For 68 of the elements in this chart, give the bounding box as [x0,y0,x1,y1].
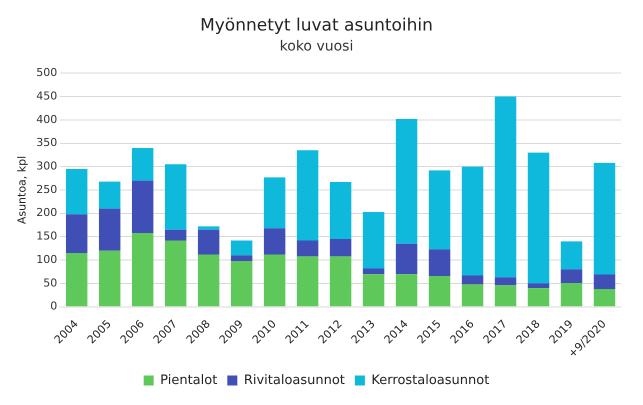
bar [98,250,120,306]
y-tick-label: 500 [36,66,58,80]
bar [66,214,88,254]
bar [66,168,88,214]
bar [462,275,484,284]
bar [330,239,352,256]
y-tick-label: 300 [36,159,58,172]
y-tick-label: 450 [36,89,58,102]
y-tick-label: 100 [36,252,58,266]
bar [198,254,220,306]
legend-label: Kerrostaloasunnot [371,372,490,388]
bar [428,249,450,276]
bar [164,164,186,230]
bar [230,261,252,306]
bar [528,152,550,284]
bar [594,289,616,306]
bar [428,170,450,250]
bar [560,282,582,306]
bar [164,230,186,240]
bar [362,268,384,274]
bar [98,208,120,251]
y-tick-label: 400 [36,112,58,126]
bar [230,240,252,256]
legend-label: Rivitaloasunnot [244,372,345,388]
bar [296,256,318,306]
bar [164,240,186,306]
y-axis-title: Asuntoa, kpl [15,156,28,224]
bar [264,177,286,228]
bar [494,96,516,278]
bar [594,162,616,275]
bar [132,148,154,181]
bar [462,166,484,276]
bar [198,230,220,254]
y-tick-label: 150 [36,230,58,243]
chart-title: Myönnetyt luvat asuntoihin [200,16,433,36]
y-tick-label: 350 [36,136,58,150]
bar [528,283,550,288]
y-tick-label: 250 [36,182,58,196]
bar [362,274,384,306]
bar [362,212,384,268]
bar [66,253,88,306]
bar [428,276,450,306]
bar [560,269,582,283]
bar [230,255,252,261]
chart-subtitle: koko vuosi [280,38,354,54]
bar [560,241,582,270]
bar [296,150,318,240]
bar [396,118,418,244]
bar [330,182,352,240]
y-tick-label: 50 [43,276,58,290]
bar [528,288,550,306]
bar [198,226,220,230]
bar [494,277,516,286]
bar [594,274,616,290]
y-tick-label: 200 [36,206,58,220]
bar [396,244,418,274]
legend-label: Pientalot [160,372,218,388]
bar [132,232,154,306]
bar [132,180,154,233]
bar [494,285,516,306]
bar [98,182,120,209]
bar [296,240,318,256]
bar [396,274,418,306]
bar [264,228,286,254]
bar [264,254,286,306]
y-tick-label: 0 [50,300,58,313]
bar [462,284,484,306]
bar [330,256,352,306]
